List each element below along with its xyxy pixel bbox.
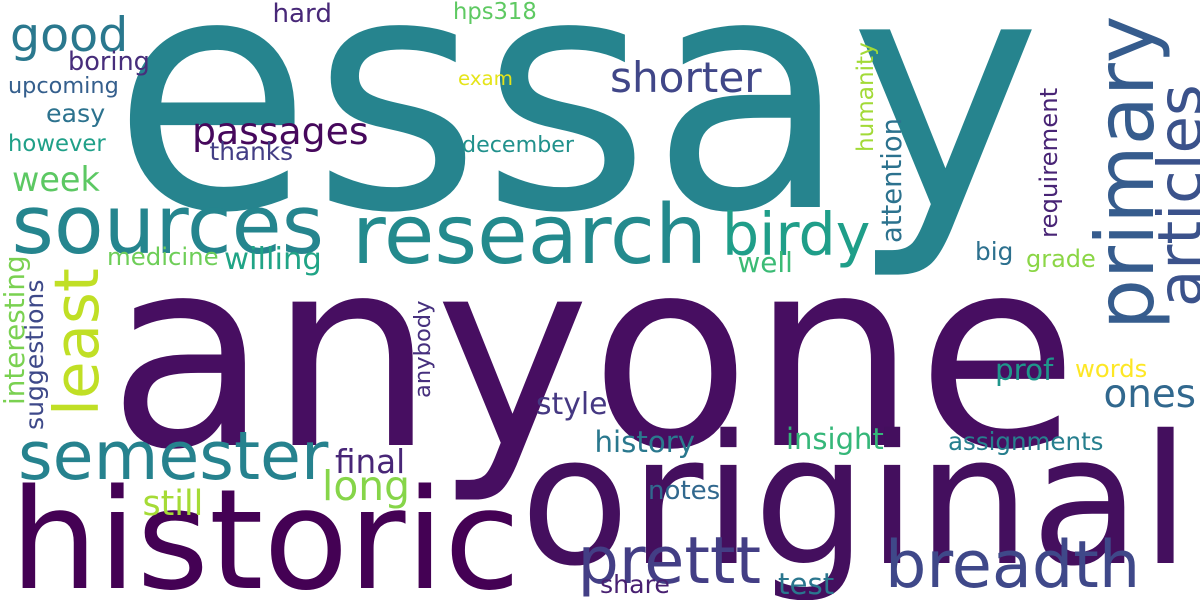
word-final: final [335,442,406,481]
word-assignments: assignments [948,426,1104,456]
word-ones: ones [1103,371,1196,417]
word-least: least [41,268,113,416]
word-notes: notes [648,476,721,506]
word-original: original [520,398,1191,600]
word-willing: willing [224,241,322,277]
word-medicine: medicine [107,242,219,271]
word-historic: historic [10,459,521,600]
word-research: research [352,188,707,283]
word-articles: articles [1144,83,1200,307]
word-boring: boring [68,47,150,77]
word-breadth: breadth [885,526,1141,600]
word-thanks: thanks [209,136,294,166]
word-december: december [462,132,575,158]
word-prof: prof [995,352,1054,387]
word-shorter: shorter [610,53,762,102]
word-humanity: humanity [853,42,879,152]
word-passages: passages [192,109,369,153]
word-upcoming: upcoming [8,73,119,99]
word-suggestions: suggestions [19,279,49,430]
word-requirement: requirement [1033,87,1063,238]
word-week: week [12,159,100,199]
word-attention: attention [877,118,908,243]
word-grade: grade [1026,245,1096,273]
word-prettt: prettt [577,523,762,599]
word-however: however [8,130,106,157]
word-big: big [975,236,1014,266]
word-sources: sources [11,177,325,273]
word-essay: essay [112,0,1042,284]
word-birdy: birdy [722,200,871,269]
word-good: good [10,8,129,63]
word-exam: exam [458,67,513,90]
word-words: words [1075,354,1148,383]
word-test: test [778,566,835,600]
word-history: history [594,424,696,459]
word-semester: semester [18,416,329,495]
word-well: well [737,246,793,279]
word-insight: insight [786,421,884,456]
word-hps318: hps318 [453,0,537,25]
word-still: still [142,483,204,524]
word-easy: easy [46,99,106,128]
word-anybody: anybody [410,300,436,398]
word-share: share [600,569,670,599]
word-anyone: anyone [108,202,1079,507]
word-style: style [536,387,608,422]
word-hard: hard [272,0,332,29]
word-long: long [322,461,410,510]
